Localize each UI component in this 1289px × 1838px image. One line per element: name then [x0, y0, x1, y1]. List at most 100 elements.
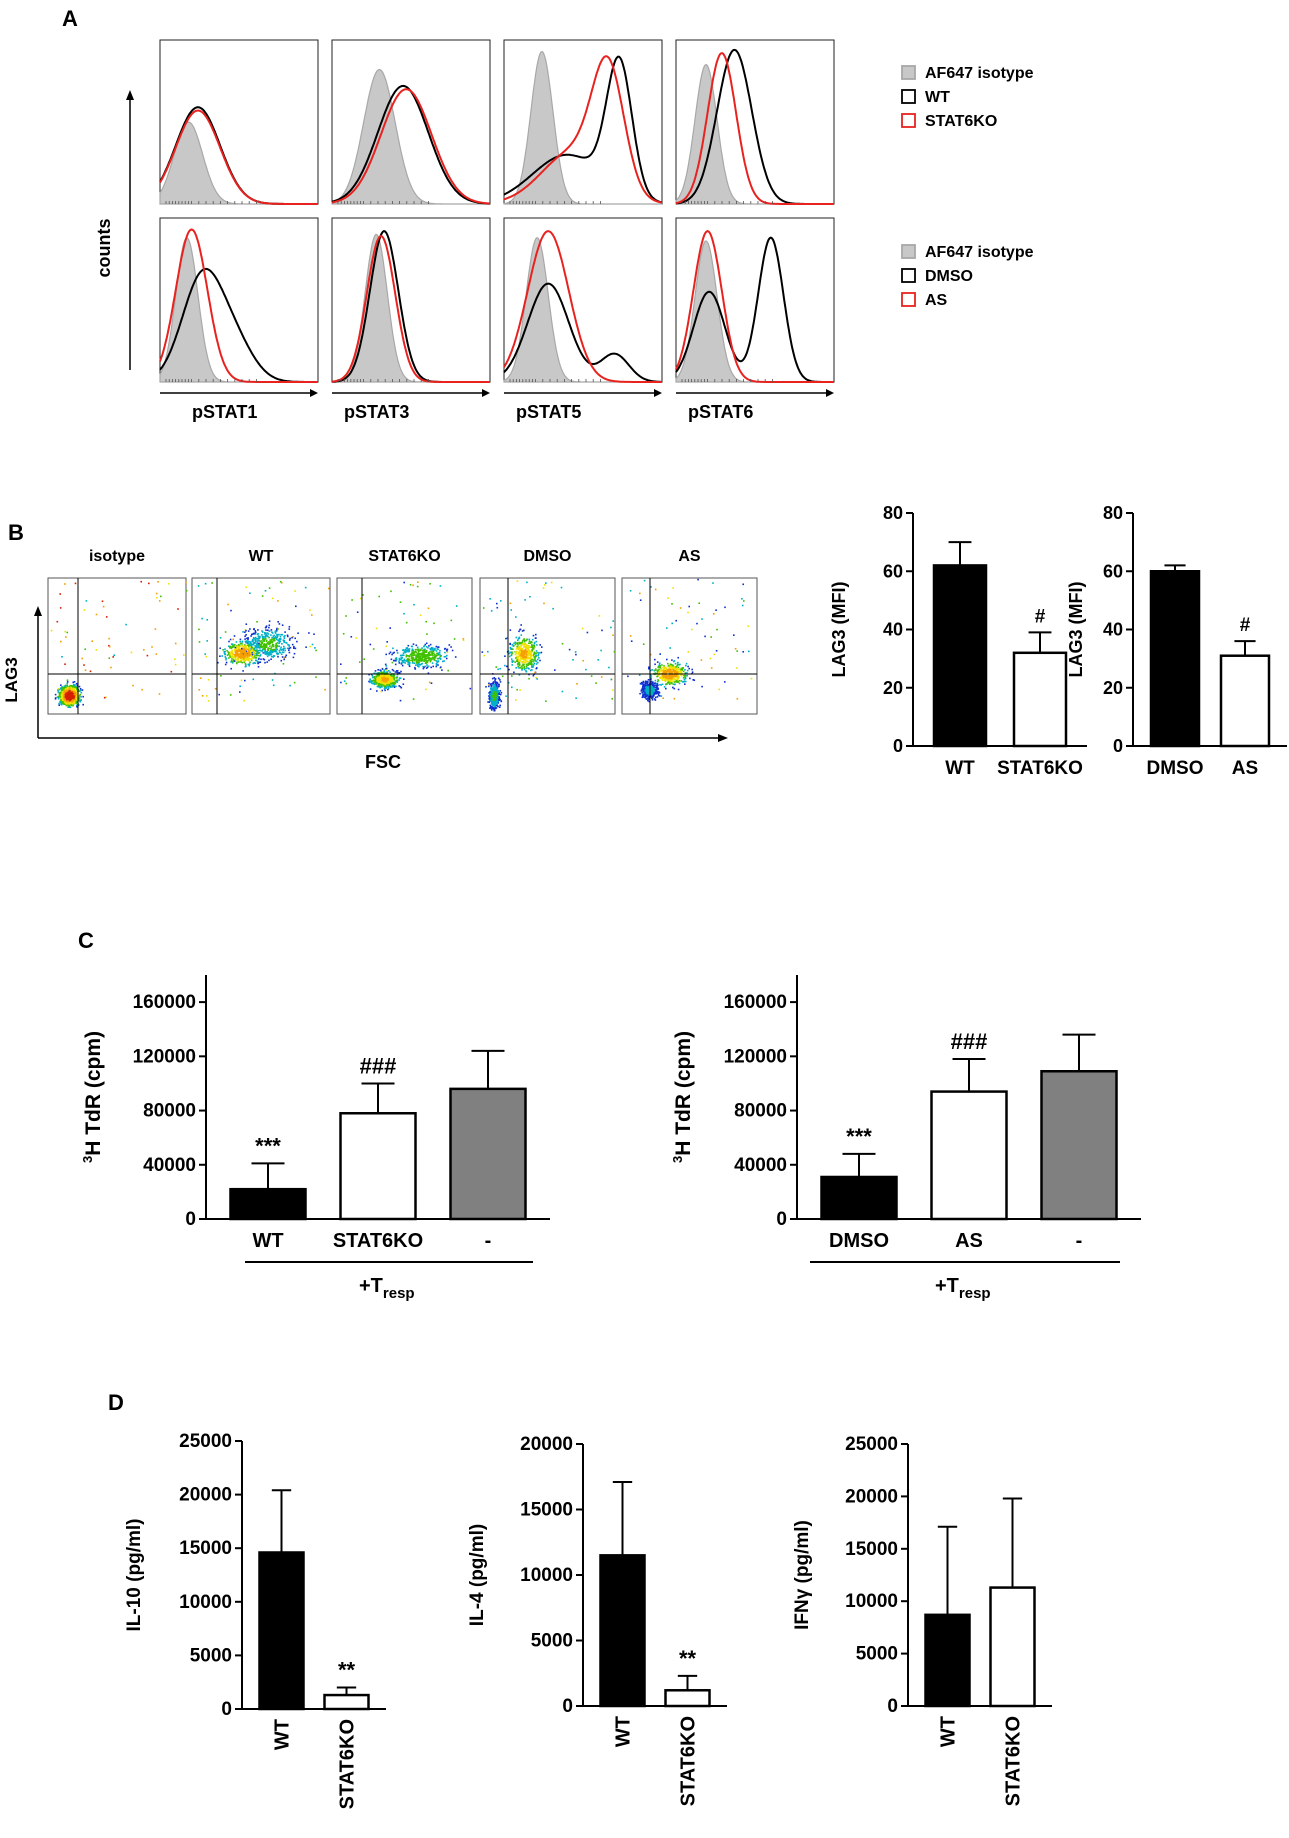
category-label: WT — [613, 1716, 635, 1747]
category-label: STAT6KO — [1003, 1716, 1025, 1806]
bar-chart-4: 0 40000 80000 120000 160000 *** DMSO ### AS - 3H T… — [670, 975, 1141, 1302]
y-tick-label: 60 — [883, 561, 903, 581]
significance-label: # — [1035, 606, 1046, 627]
histogram-r2-c2 — [331, 217, 491, 383]
bar-chart-5: 0 5000 10000 15000 20000 25000 WT ** STAT6KO IL-1… — [124, 1431, 386, 1809]
y-tick-label: 20000 — [520, 1434, 573, 1455]
legend-entry: AS — [925, 292, 948, 309]
x-axis-arrowhead — [654, 389, 662, 397]
y-axis-label: LAG3 (MFI) — [1066, 582, 1086, 678]
dot-plot-as: AS — [621, 548, 758, 715]
bar-as — [1219, 654, 1271, 748]
y-tick-label: 0 — [1113, 736, 1123, 756]
lag3-label: LAG3 — [2, 657, 21, 702]
histogram-r1-c3 — [503, 39, 663, 205]
red-curve — [159, 109, 318, 205]
y-tick-label: 15000 — [179, 1538, 232, 1559]
bar-wt — [258, 1551, 305, 1711]
y-tick-label: 0 — [185, 1209, 196, 1230]
category-label: STAT6KO — [337, 1719, 359, 1809]
bar-wt — [599, 1554, 646, 1708]
legend-swatch — [901, 292, 916, 307]
y-tick-label: 20 — [883, 678, 903, 698]
y-tick-label: 20 — [1103, 678, 1123, 698]
x-axis-arrowhead — [310, 389, 318, 397]
y-tick-label: 120000 — [724, 1046, 787, 1067]
y-tick-label: 40 — [1103, 620, 1123, 640]
bar-stat6ko — [339, 1112, 417, 1221]
black-curve — [675, 236, 834, 383]
dot-cloud — [197, 580, 330, 702]
dot-plot-isotype: isotype — [47, 548, 188, 715]
fsc-label: FSC — [365, 752, 401, 772]
category-label: - — [1076, 1230, 1083, 1252]
red-curve — [675, 52, 834, 205]
legend-entry: STAT6KO — [925, 113, 997, 130]
y-tick-label: 20000 — [179, 1485, 232, 1506]
y-tick-label: 80 — [883, 503, 903, 523]
x-label-pstat5: pSTAT5 — [516, 402, 581, 422]
dot-cloud — [627, 578, 753, 703]
panel-letter-c: C — [78, 928, 94, 953]
y-tick-label: 0 — [562, 1696, 573, 1717]
red-curve — [503, 55, 663, 204]
legend-entry: AF647 isotype — [925, 65, 1034, 82]
dot-plot-dmso: DMSO — [479, 548, 616, 715]
panel-a-histograms: counts pSTAT1 pSTAT3 pSTAT5 pSTAT6 AF647 is… — [94, 39, 1034, 422]
y-tick-label: 120000 — [133, 1046, 196, 1067]
panel-letter-d: D — [108, 1390, 124, 1415]
y-axis-label: IL-10 (pg/ml) — [124, 1519, 145, 1632]
fsc-axis-arrow — [718, 734, 728, 742]
y-tick-label: 5000 — [856, 1644, 898, 1665]
y-axis-label: 3H TdR (cpm) — [80, 1031, 105, 1163]
legend-entry: DMSO — [925, 268, 973, 285]
bar- — [1040, 1069, 1118, 1221]
histogram-r1-c1 — [159, 39, 319, 205]
isotype-curve — [331, 68, 490, 205]
y-tick-label: 80000 — [734, 1101, 787, 1122]
histogram-r2-c4 — [675, 217, 835, 383]
y-tick-label: 40000 — [734, 1155, 787, 1176]
red-curve — [503, 230, 662, 383]
group-label: +Tresp — [359, 1275, 415, 1302]
dot-plot-title: DMSO — [524, 548, 572, 565]
group-label: +Tresp — [935, 1275, 991, 1302]
legend-swatch — [901, 89, 916, 104]
y-axis-label: IL-4 (pg/ml) — [467, 1524, 488, 1626]
category-label: AS — [1232, 758, 1258, 779]
bar-chart-7: 0 5000 10000 15000 20000 25000 WT STAT6KO IFNγ (… — [792, 1434, 1052, 1806]
bar- — [449, 1087, 527, 1221]
x-label-pstat3: pSTAT3 — [344, 402, 409, 422]
dot-cloud — [481, 580, 616, 712]
bar-charts: 0 20 40 60 80 WT # STAT6KO LAG3 (MFI) 0 20 40 60 80 DM… — [80, 503, 1287, 1809]
y-tick-label: 0 — [221, 1699, 232, 1720]
y-tick-label: 20000 — [845, 1486, 898, 1507]
legend-swatch — [901, 65, 916, 80]
category-label: WT — [938, 1716, 960, 1747]
y-tick-label: 80 — [1103, 503, 1123, 523]
bar-chart-3: 0 40000 80000 120000 160000 *** WT ### STAT6KO - 3… — [80, 975, 550, 1302]
category-label: DMSO — [829, 1230, 889, 1252]
bar-chart-1: 0 20 40 60 80 WT # STAT6KO LAG3 (MFI) — [829, 503, 1087, 779]
x-axis-arrowhead — [826, 389, 834, 397]
y-tick-label: 40000 — [143, 1155, 196, 1176]
category-label: WT — [252, 1230, 283, 1252]
significance-label: ** — [338, 1658, 356, 1683]
dot-plot-wt: WT — [191, 548, 331, 715]
significance-label: # — [1240, 615, 1251, 636]
counts-axis-arrow — [126, 90, 134, 100]
bar-stat6ko — [323, 1693, 370, 1711]
category-label: DMSO — [1147, 758, 1204, 779]
red-curve — [331, 235, 490, 383]
lag3-axis-arrow — [34, 606, 42, 616]
red-curve — [331, 88, 491, 205]
bar-as — [930, 1090, 1008, 1221]
y-axis-label: 3H TdR (cpm) — [670, 1031, 695, 1163]
y-tick-label: 15000 — [520, 1500, 573, 1521]
y-tick-label: 5000 — [190, 1645, 232, 1666]
black-curve — [503, 55, 663, 204]
dot-plot-stat6ko: STAT6KO — [336, 548, 473, 715]
dot-plot-title: WT — [249, 548, 274, 565]
legend-bottom: AF647 isotype DMSO AS — [901, 244, 1034, 309]
